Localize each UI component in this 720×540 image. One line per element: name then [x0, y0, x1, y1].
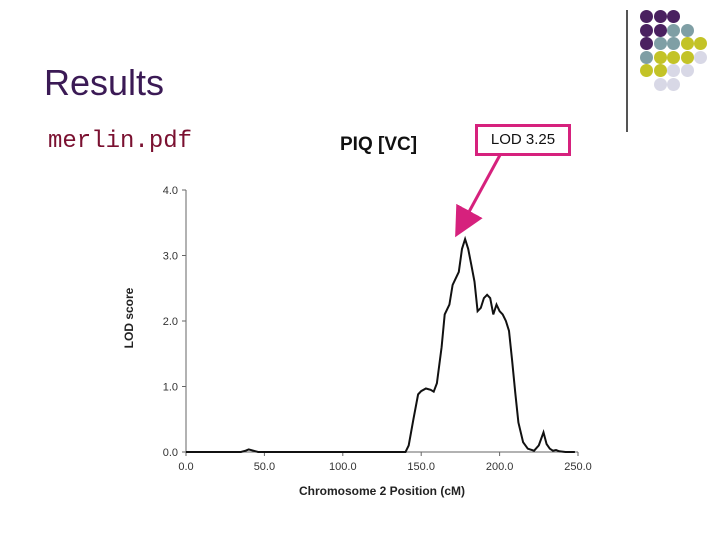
- decor-dot: [667, 37, 680, 50]
- decorative-divider: [626, 10, 628, 132]
- decor-dot: [680, 50, 694, 64]
- decor-dot: [640, 10, 653, 23]
- decor-dot: [680, 23, 694, 37]
- y-tick-label: 2.0: [163, 316, 178, 328]
- decor-dot: [653, 77, 667, 91]
- decor-dot: [667, 64, 680, 77]
- chart-title: PIQ [VC]: [340, 134, 418, 155]
- decor-dot: [667, 77, 680, 91]
- y-tick-label: 1.0: [163, 382, 178, 394]
- decor-dot: [640, 50, 653, 64]
- x-tick-label: 200.0: [486, 461, 514, 473]
- decor-dot: [653, 10, 667, 23]
- decor-dot: [667, 23, 680, 37]
- x-tick-label: 100.0: [329, 461, 357, 473]
- slide-title: Results: [44, 62, 165, 103]
- decor-dot: [640, 37, 653, 50]
- x-tick-label: 150.0: [407, 461, 435, 473]
- lod-peak-callout: LOD 3.25: [475, 124, 571, 156]
- y-tick-label: 4.0: [163, 185, 178, 197]
- decor-dot: [653, 50, 667, 64]
- decor-dot: [680, 37, 694, 50]
- y-tick-label: 0.0: [163, 447, 178, 459]
- callout-arrow: [455, 154, 502, 238]
- lod-series-line: [186, 235, 575, 453]
- file-label: merlin.pdf: [48, 128, 193, 155]
- decor-dot: [653, 23, 667, 37]
- decor-dot: [694, 37, 707, 50]
- decor-dot: [653, 64, 667, 77]
- decor-dot: [667, 10, 680, 23]
- y-axis-label: LOD score: [122, 287, 136, 348]
- x-tick-label: 50.0: [254, 461, 275, 473]
- decor-dot: [680, 64, 694, 77]
- decor-dot: [667, 50, 680, 64]
- x-tick-label: 0.0: [178, 461, 193, 473]
- decor-dot: [694, 50, 707, 64]
- y-tick-label: 3.0: [163, 251, 178, 263]
- decor-dot: [640, 23, 653, 37]
- decor-dot: [640, 64, 653, 77]
- decor-dot: [653, 37, 667, 50]
- x-tick-label: 250.0: [564, 461, 592, 473]
- x-axis-label: Chromosome 2 Position (cM): [299, 484, 465, 498]
